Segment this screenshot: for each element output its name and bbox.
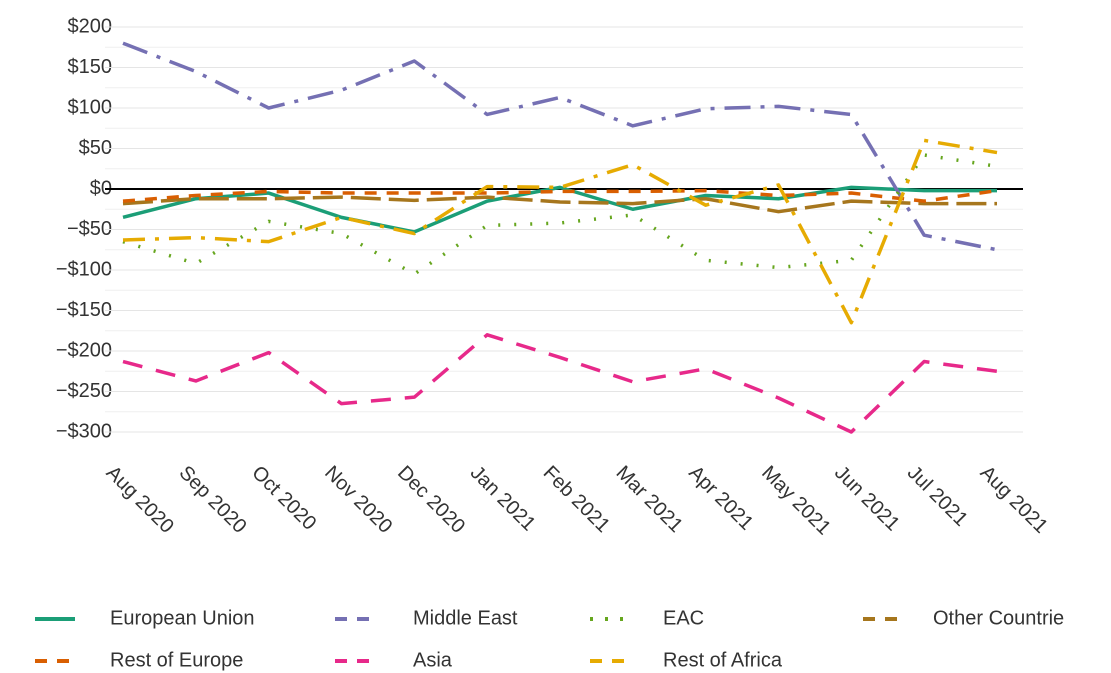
x-tick-label: May 2021 bbox=[757, 462, 835, 540]
x-tick-label: Jun 2021 bbox=[830, 462, 904, 536]
y-tick-label: $50 bbox=[79, 137, 112, 159]
y-tick-label: −$300 bbox=[56, 420, 112, 442]
y-tick-label: $200 bbox=[68, 15, 113, 37]
x-tick-label: Sep 2020 bbox=[175, 462, 251, 538]
series-line bbox=[122, 333, 998, 434]
y-tick-label: −$200 bbox=[56, 339, 112, 361]
x-tick-label: Mar 2021 bbox=[612, 462, 687, 537]
y-tick-label: −$50 bbox=[67, 218, 112, 240]
legend-label: Other Countrie bbox=[933, 607, 1064, 629]
x-tick-label: Dec 2020 bbox=[393, 462, 469, 538]
x-tick-label: Aug 2021 bbox=[976, 462, 1052, 538]
series-line bbox=[122, 185, 997, 234]
x-tick-label: Jul 2021 bbox=[903, 462, 972, 531]
x-tick-label: Feb 2021 bbox=[539, 462, 614, 537]
series-line bbox=[122, 153, 998, 276]
legend-label: Rest of Europe bbox=[110, 649, 243, 671]
legend-label: Asia bbox=[413, 649, 453, 671]
y-tick-label: −$250 bbox=[56, 380, 112, 402]
legend-label: Rest of Africa bbox=[663, 649, 783, 671]
y-tick-label: $0 bbox=[90, 177, 112, 199]
y-tick-label: −$150 bbox=[56, 299, 112, 321]
y-tick-label: −$100 bbox=[56, 258, 112, 280]
series-line bbox=[122, 138, 998, 325]
x-tick-label: Apr 2021 bbox=[684, 462, 757, 535]
x-tick-label: Aug 2020 bbox=[102, 462, 178, 538]
y-tick-label: $100 bbox=[68, 96, 113, 118]
legend-label: European Union bbox=[110, 607, 255, 629]
series-line bbox=[122, 195, 997, 214]
x-tick-label: Nov 2020 bbox=[320, 462, 396, 538]
x-tick-label: Oct 2020 bbox=[247, 462, 320, 535]
x-tick-label: Jan 2021 bbox=[466, 462, 540, 536]
series-line bbox=[122, 41, 998, 252]
series-line bbox=[122, 188, 998, 203]
legend-label: EAC bbox=[663, 607, 704, 629]
legend-label: Middle East bbox=[413, 607, 518, 629]
y-tick-label: $150 bbox=[68, 56, 113, 78]
